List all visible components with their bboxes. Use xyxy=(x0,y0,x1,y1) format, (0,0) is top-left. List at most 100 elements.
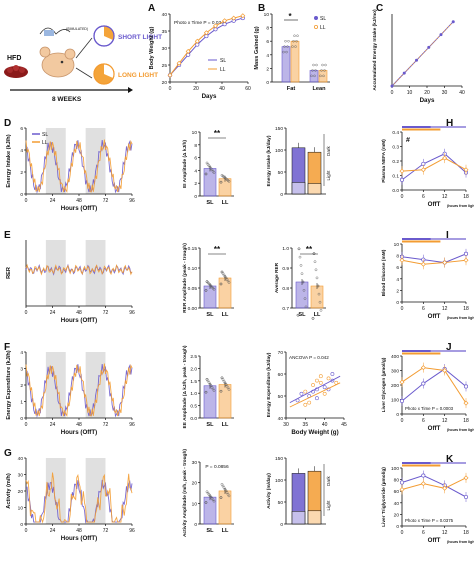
x-tick-label: 0 xyxy=(391,90,394,96)
short-light-clock-icon xyxy=(93,25,115,47)
bar-dot xyxy=(208,165,212,169)
scatter-point xyxy=(322,385,327,390)
scatter-point xyxy=(322,391,327,396)
y-tick-label: 0.1 xyxy=(392,174,399,180)
bar-dot xyxy=(319,308,323,312)
x-axis-label: OffT xyxy=(428,537,441,544)
data-point xyxy=(185,48,191,54)
y-tick-label: 2 xyxy=(396,288,399,294)
bar-dot xyxy=(322,74,325,78)
y-axis-label: RER xyxy=(6,267,12,279)
y-tick-label: 0 xyxy=(20,522,23,528)
dark-phase-shade xyxy=(85,352,106,418)
x-category-label: LL xyxy=(314,312,321,318)
x-category-label: SL xyxy=(298,312,306,318)
bar-dot xyxy=(317,292,321,296)
y-tick-label: 4 xyxy=(194,168,197,174)
series-line-SL xyxy=(25,479,133,524)
x-tick-label: 96 xyxy=(129,422,135,428)
bar-light xyxy=(291,511,306,525)
bar-dot xyxy=(212,171,216,174)
scatter-point xyxy=(315,378,319,383)
y-tick-label: 0.0 xyxy=(190,416,197,422)
y-axis-label: Energy Expenditure (kJ/day) xyxy=(266,352,272,417)
x-tick-label: 40 xyxy=(322,422,328,428)
y-tick-label: 6 xyxy=(194,156,197,162)
x-tick-label: 12 xyxy=(442,306,448,312)
x-tick-label: 30 xyxy=(283,422,289,428)
x-category-label: Lean xyxy=(312,86,326,92)
legend-label: LL xyxy=(220,67,226,73)
bar-dot xyxy=(204,390,208,394)
x-axis-label: Days xyxy=(202,93,217,100)
bar-dot xyxy=(223,176,227,180)
bar-dot xyxy=(212,389,216,392)
bar-dot xyxy=(220,270,224,274)
data-point xyxy=(420,365,426,371)
y-axis-label: Liver Triglyceride (µmol/g) xyxy=(381,467,387,527)
y-tick-label: 150 xyxy=(275,126,283,132)
panel-k: 0 20 40 60 80 100 0 6 12 18 OffT (hours from lights… xyxy=(381,462,474,544)
bar-dot xyxy=(205,378,209,381)
photoperiod-bar-short xyxy=(402,462,431,464)
data-point xyxy=(420,261,426,267)
series-line-SL xyxy=(401,253,467,264)
y-axis-label: Body Weight (g) xyxy=(149,26,155,69)
bar-dot xyxy=(312,63,315,67)
data-point xyxy=(213,23,218,29)
x-axis-label: Days xyxy=(420,97,435,104)
bar-dot xyxy=(282,50,285,54)
x-tick-label: 12 xyxy=(442,194,448,200)
series-line-LL xyxy=(401,477,467,490)
data-point xyxy=(463,494,469,500)
y-tick-label: 50 xyxy=(278,394,284,400)
panel-letter-H: H xyxy=(446,118,453,129)
y-tick-label: 300 xyxy=(391,369,399,375)
y-tick-label: 10 xyxy=(394,242,400,248)
bar-dot xyxy=(292,40,295,43)
x-tick-label: 18 xyxy=(463,530,469,536)
y-tick-label: 1 xyxy=(20,400,23,406)
y-axis-label: Liver Glycogen (µmol/g) xyxy=(381,357,387,412)
x-tick-label: 0 xyxy=(169,86,172,92)
bar-dot xyxy=(297,247,301,251)
x-tick-label: 30 xyxy=(442,90,448,96)
y-tick-label: 0 xyxy=(194,522,197,528)
annotation-light: Light xyxy=(326,500,331,511)
y-tick-label: 0 xyxy=(280,522,283,528)
data-point xyxy=(176,60,182,66)
y-tick-label: 20 xyxy=(162,80,168,86)
bar-dot xyxy=(319,74,322,78)
x-axis-sublabel: (hours from lights off) xyxy=(447,204,474,208)
series-line-LL xyxy=(401,259,467,265)
bar xyxy=(281,46,291,83)
bar-dot xyxy=(287,40,290,43)
data-point xyxy=(442,368,448,373)
bar-dot xyxy=(300,272,304,276)
bar-dot xyxy=(301,280,305,284)
chart-title: # xyxy=(406,137,410,144)
chart-title: ** xyxy=(214,129,221,138)
bar xyxy=(290,40,300,83)
y-tick-label: 0.05 xyxy=(188,286,198,292)
bar-dot xyxy=(313,260,317,264)
hfd-food-icon xyxy=(4,65,28,78)
x-tick-label: 0 xyxy=(401,194,404,200)
bar-dot xyxy=(302,288,306,292)
y-tick-label: 4 xyxy=(20,350,23,356)
bar-dot xyxy=(206,379,210,383)
long-light-clock-icon xyxy=(93,63,115,85)
y-tick-label: 25 xyxy=(162,63,168,69)
bar-dot xyxy=(227,281,231,284)
bar-dot xyxy=(219,180,223,184)
mouse-icon xyxy=(39,46,76,78)
bar-dot xyxy=(284,40,287,43)
x-tick-label: 0 xyxy=(25,310,28,316)
scatter-point xyxy=(318,374,323,379)
y-tick-label: 1.5 xyxy=(190,379,197,385)
photoperiod-bar xyxy=(430,462,466,464)
y-tick-label: 40 xyxy=(394,501,400,507)
y-tick-label: 0 xyxy=(280,192,283,198)
bar-dot xyxy=(219,282,223,286)
x-axis-label: OffT xyxy=(428,313,441,320)
